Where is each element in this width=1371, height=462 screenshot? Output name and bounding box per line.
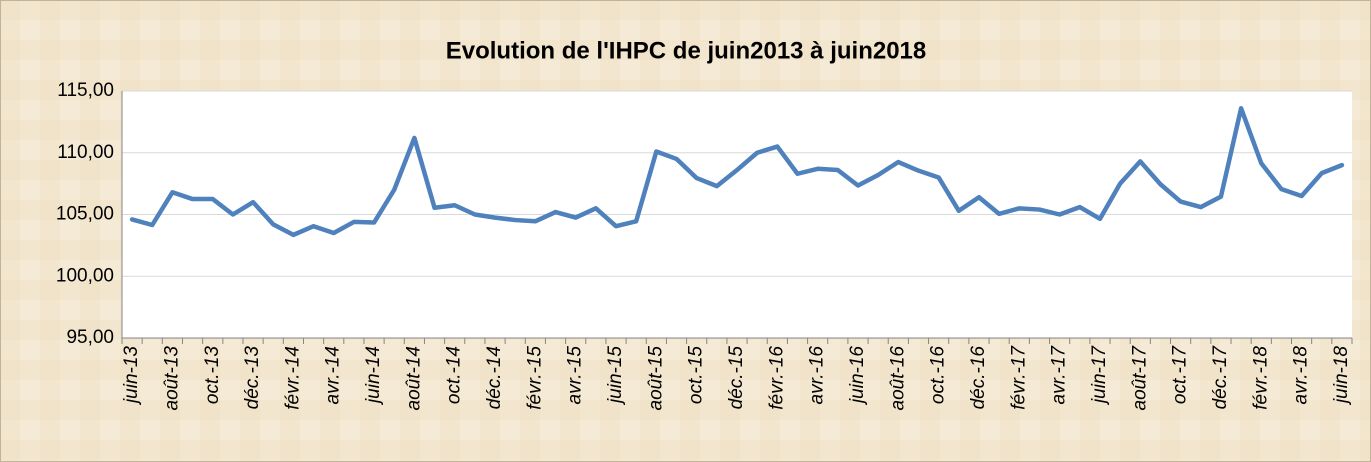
y-tick-label: 110,00 <box>57 142 114 163</box>
x-tick-label: oct.-16 <box>928 346 949 405</box>
x-tick-label: déc.-15 <box>726 346 747 410</box>
y-tick-label: 95,00 <box>66 327 114 348</box>
x-tick-label: déc.-13 <box>242 346 263 410</box>
x-tick-label: août-14 <box>403 346 424 410</box>
data-line <box>129 106 1345 238</box>
x-tick-label: avr.-17 <box>1049 345 1070 405</box>
x-tick-label: juin-17 <box>1089 345 1110 406</box>
x-tick-label: oct.-17 <box>1170 345 1191 405</box>
x-tick-label: févr.-16 <box>766 346 787 410</box>
x-tick-label: août-17 <box>1129 345 1150 411</box>
x-tick-label: avr.-18 <box>1291 346 1312 405</box>
x-tick-label: oct.-14 <box>444 346 465 404</box>
y-tick-label: 105,00 <box>56 204 114 225</box>
x-tick-label: déc.-17 <box>1210 345 1231 410</box>
x-tick-label: août-16 <box>887 346 908 411</box>
x-tick-label: févr.-17 <box>1008 345 1029 410</box>
x-tick-label: juin-18 <box>1331 346 1352 406</box>
x-tick-label: juin-16 <box>847 346 868 406</box>
x-tick-label: févr.-14 <box>282 346 303 410</box>
y-tick-label: 100,00 <box>56 265 114 286</box>
x-tick-label: juin-15 <box>605 346 626 406</box>
x-tick-label: avr.-14 <box>323 346 344 404</box>
x-tick-label: déc.-14 <box>484 346 505 409</box>
x-tick-label: oct.-13 <box>202 346 223 405</box>
x-tick-label: oct.-15 <box>686 346 707 405</box>
x-tick-label: avr.-16 <box>807 346 828 405</box>
x-tick-label: févr.-15 <box>524 346 545 410</box>
y-tick-label: 115,00 <box>57 80 114 101</box>
x-tick-label: déc.-16 <box>968 346 989 410</box>
x-tick-label: août-13 <box>161 346 182 411</box>
x-tick-label: juin-14 <box>363 346 384 406</box>
chart-title: Evolution de l'IHPC de juin2013 à juin20… <box>446 37 927 64</box>
x-tick-label: févr.-18 <box>1250 346 1271 410</box>
x-tick-label: avr.-15 <box>565 346 586 405</box>
x-tick-label: juin-13 <box>121 346 142 406</box>
x-tick-label: août-15 <box>645 346 666 411</box>
